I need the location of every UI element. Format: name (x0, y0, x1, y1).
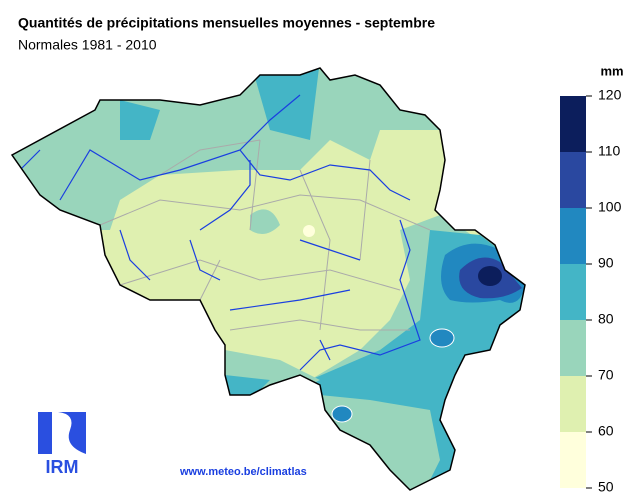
legend-bin (560, 96, 586, 152)
legend-bin (560, 208, 586, 264)
zone-80-90 (250, 68, 320, 140)
url: www.meteo.be/climatlas (179, 466, 307, 478)
zone-90-100 (429, 328, 455, 348)
legend-bin (560, 264, 586, 320)
subtitle: Normales 1981 - 2010 (18, 37, 157, 53)
zone-110-120 (478, 266, 502, 286)
legend: mm 50 60 70 80 90 100 110 120 (560, 63, 624, 495)
logo-mark (38, 412, 52, 454)
zone-70-80 (250, 209, 280, 234)
title: Quantités de précipitations mensuelles m… (18, 15, 435, 31)
legend-label: 100 (598, 199, 622, 215)
logo: IRM (38, 412, 86, 477)
legend-label: 60 (598, 423, 614, 439)
legend-bin (560, 376, 586, 432)
legend-label: 80 (598, 311, 614, 327)
legend-label: 50 (598, 479, 614, 495)
logo-text: IRM (46, 457, 79, 477)
legend-label: 90 (598, 255, 614, 271)
legend-label: 120 (598, 87, 622, 103)
zone-80-90 (220, 375, 270, 400)
legend-bin (560, 152, 586, 208)
zone-50-60 (303, 225, 315, 237)
legend-label: 70 (598, 367, 614, 383)
zone-80-90 (120, 100, 160, 140)
zone-70-80 (12, 68, 440, 230)
legend-label: 110 (598, 143, 621, 159)
rivers (19, 94, 421, 371)
legend-bin (560, 432, 586, 488)
legend-bin (560, 320, 586, 376)
logo-mark (58, 412, 86, 454)
zone-90-100 (331, 405, 353, 423)
boundaries (99, 139, 431, 331)
legend-unit: mm (600, 63, 623, 78)
